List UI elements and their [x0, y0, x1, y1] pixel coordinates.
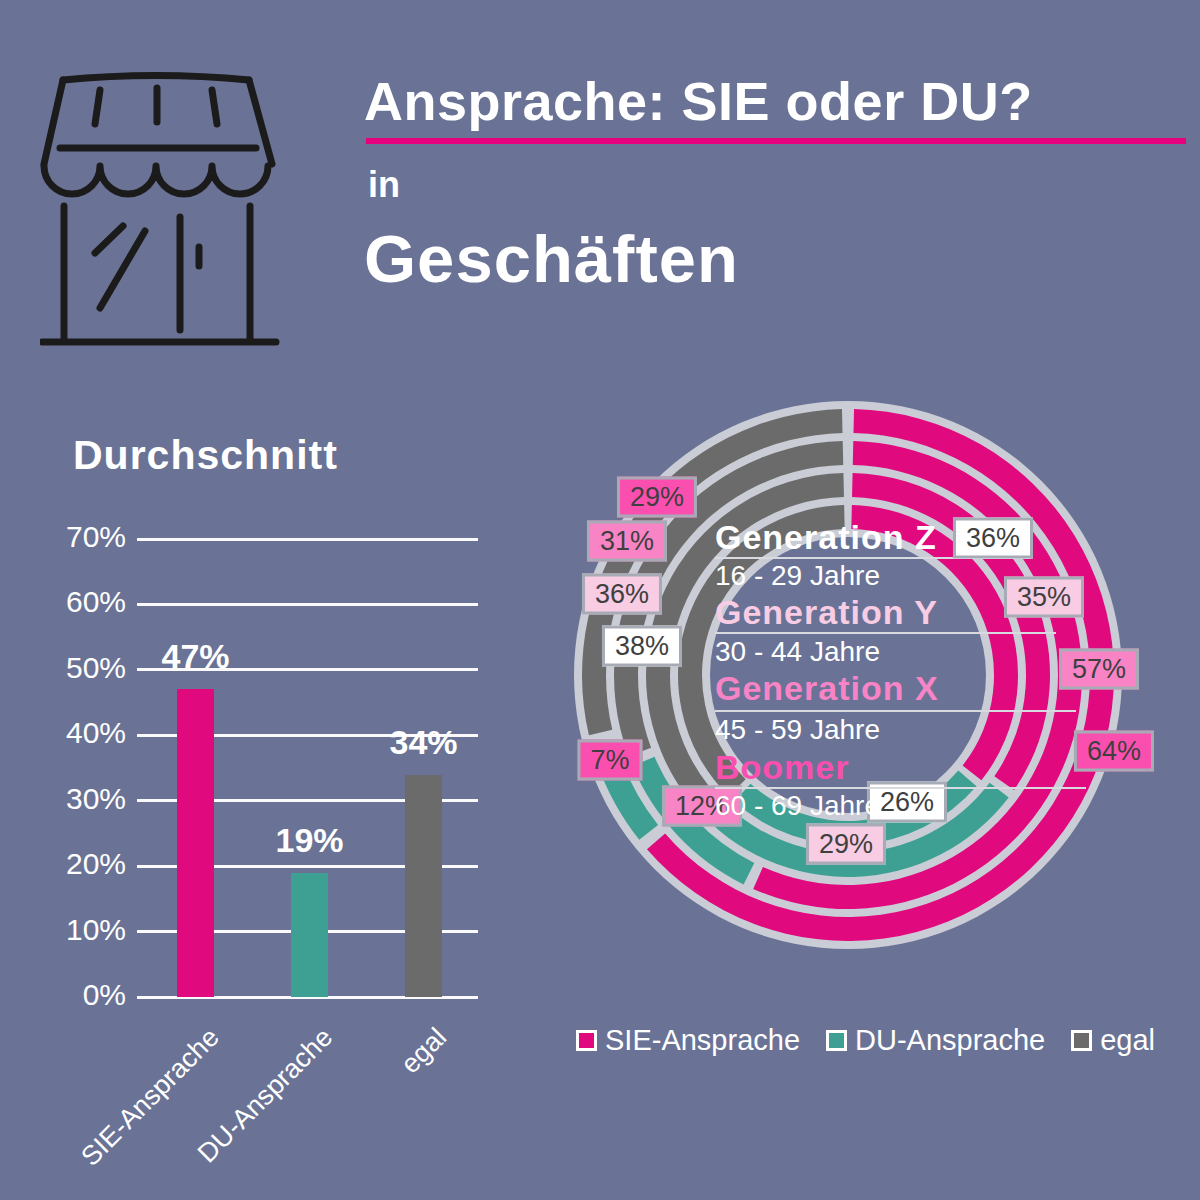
generation-name: Generation Y: [715, 594, 938, 631]
leader-line-Generation Y: [715, 632, 1056, 634]
pct-label-sie-Boomer: 64%: [1074, 731, 1154, 772]
legend-item-egal: egal: [1071, 1024, 1155, 1057]
legend-swatch-sie: [576, 1030, 597, 1051]
legend-item-SIE-Ansprache: SIE-Ansprache: [576, 1024, 800, 1057]
legend-swatch-du: [826, 1030, 847, 1051]
legend-swatch-egal: [1071, 1030, 1092, 1051]
leader-line-Generation X: [715, 710, 1076, 712]
chart-legend: SIE-Ansprache DU-Ansprache egal: [576, 1024, 1155, 1057]
legend-label: DU-Ansprache: [855, 1024, 1045, 1057]
legend-label: SIE-Ansprache: [605, 1024, 800, 1057]
pct-label-du-Boomer: 7%: [577, 740, 642, 781]
generation-name: Generation Z: [715, 519, 937, 556]
pct-label-sie-Generation Z: 36%: [953, 518, 1033, 559]
pct-label-egal-Generation Z: 38%: [602, 626, 682, 667]
legend-label: egal: [1100, 1024, 1155, 1057]
generation-age: 30 - 44 Jahre: [715, 637, 880, 668]
pct-label-egal-Generation Y: 36%: [582, 574, 662, 615]
legend-item-DU-Ansprache: DU-Ansprache: [826, 1024, 1045, 1057]
pct-label-du-Generation Y: 29%: [806, 824, 886, 865]
pct-label-sie-Generation X: 57%: [1059, 649, 1139, 690]
generation-name: Boomer: [715, 749, 849, 786]
pct-label-egal-Boomer: 29%: [617, 477, 697, 518]
generation-age: 45 - 59 Jahre: [715, 715, 880, 746]
leader-line-Boomer: [715, 787, 1086, 789]
infographic-page: Ansprache: SIE oder DU? in Geschäften Du…: [0, 0, 1200, 1200]
generation-name: Generation X: [715, 670, 939, 707]
pct-label-egal-Generation X: 31%: [587, 521, 667, 562]
generation-age: 60 - 69 Jahre: [715, 791, 880, 822]
pct-label-sie-Generation Y: 35%: [1004, 577, 1084, 618]
generation-age: 16 - 29 Jahre: [715, 561, 880, 592]
